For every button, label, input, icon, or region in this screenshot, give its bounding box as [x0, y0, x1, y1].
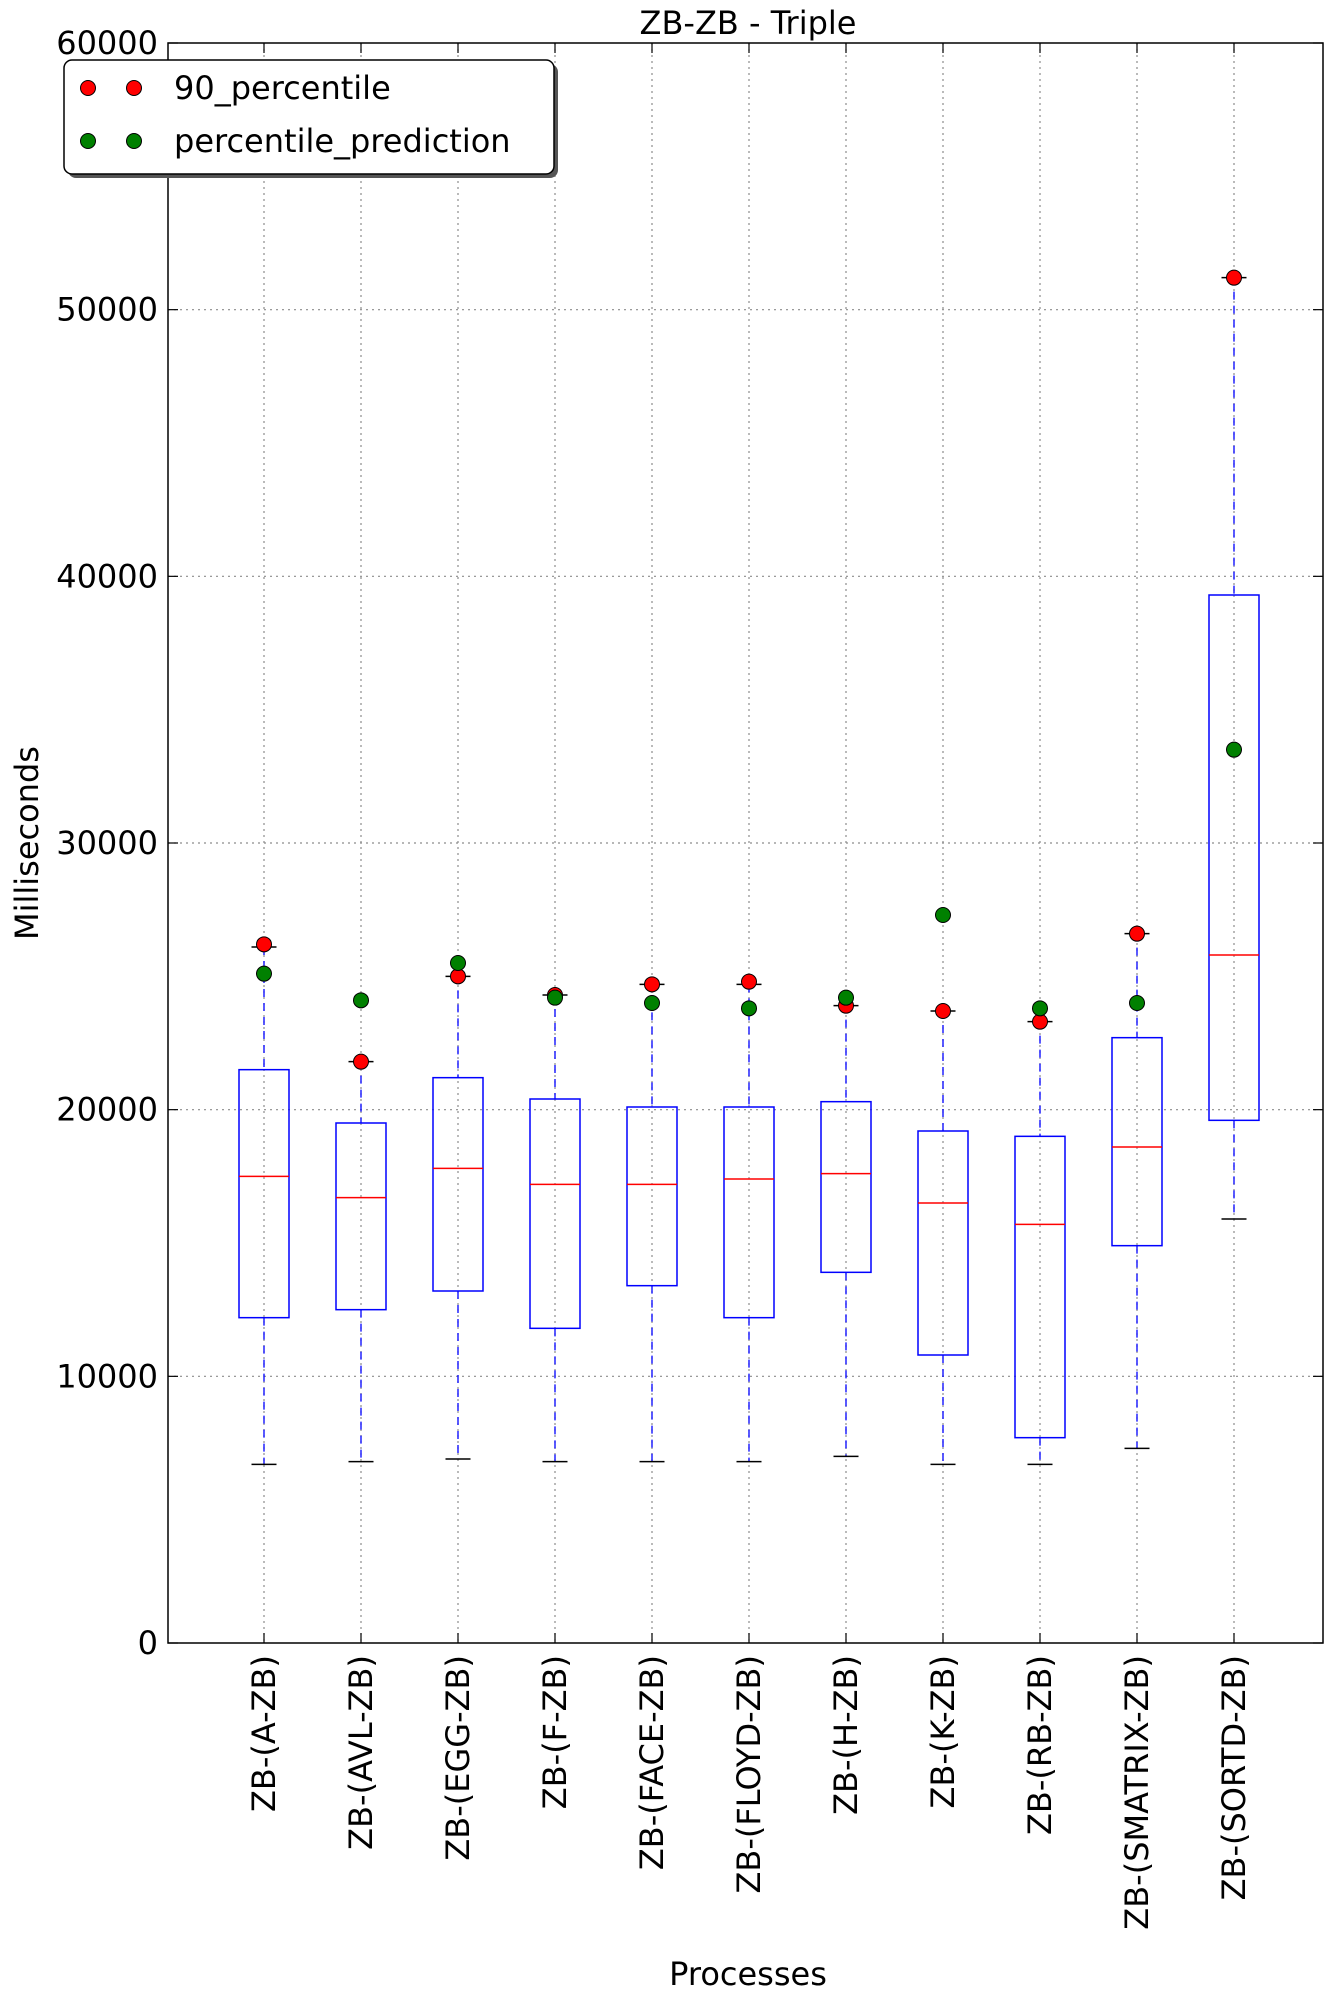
box [238, 1068, 290, 1319]
box-group [1208, 276, 1260, 1220]
y-tick-label: 40000 [56, 557, 158, 595]
box [1208, 594, 1260, 1122]
y-tick-label: 50000 [56, 291, 158, 329]
percentile-prediction-point [741, 1000, 757, 1017]
percentile-prediction-point [644, 995, 660, 1011]
percentile-prediction-point [838, 989, 854, 1006]
percentile-prediction-point [547, 989, 563, 1006]
legend-marker-90-percentile [126, 80, 142, 96]
box [820, 1100, 872, 1274]
percentile-prediction-point [353, 992, 369, 1009]
x-tick-label: ZB-(SORTD-ZB) [1215, 1655, 1253, 1900]
y-tick-label: 0 [138, 1624, 158, 1662]
legend-label-90-percentile: 90_percentile [174, 69, 391, 107]
x-tick-label: ZB-(K-ZB) [924, 1655, 962, 1808]
y-axis-ticks: 0 10000 20000 30000 40000 50000 60000 [56, 24, 1323, 1662]
x-tick-label: ZB-(AVL-ZB) [342, 1655, 380, 1850]
x-tick-label: ZB-(EGG-ZB) [439, 1655, 477, 1861]
box [335, 1122, 387, 1311]
x-axis-ticks: ZB-(A-ZB) ZB-(AVL-ZB) ZB-(EGG-ZB) ZB-(F-ZB)… [245, 43, 1253, 1930]
x-tick-label: ZB-(SMATRIX-ZB) [1118, 1655, 1156, 1930]
legend-label-percentile-prediction: percentile_prediction [174, 122, 511, 160]
legend-box [63, 59, 555, 175]
legend-marker-percentile-prediction [126, 133, 142, 149]
legend: 90_percentile percentile_prediction [63, 59, 558, 178]
box [1111, 1036, 1163, 1247]
x-tick-label: ZB-(RB-ZB) [1021, 1655, 1059, 1835]
box-group [1014, 1020, 1066, 1466]
percentile-prediction-point [256, 965, 272, 982]
x-tick-label: ZB-(FLOYD-ZB) [730, 1655, 768, 1894]
box [529, 1098, 581, 1330]
legend-marker-percentile-prediction [80, 133, 96, 149]
box-group [1111, 932, 1163, 1450]
y-tick-label: 60000 [56, 24, 158, 62]
x-tick-label: ZB-(F-ZB) [536, 1655, 574, 1809]
percentile-prediction-point [1226, 741, 1242, 758]
90-percentile-point [935, 1003, 951, 1019]
percentile-prediction-point [450, 955, 466, 971]
box-group [432, 975, 484, 1460]
y-tick-label: 30000 [56, 824, 158, 862]
y-tick-label: 20000 [56, 1091, 158, 1129]
box-group [917, 1010, 969, 1466]
y-tick-label: 10000 [56, 1357, 158, 1395]
box-group [238, 946, 290, 1466]
90-percentile-point [741, 973, 757, 990]
box-group [529, 994, 581, 1463]
box [432, 1076, 484, 1292]
percentile-prediction-point [1129, 995, 1145, 1011]
y-axis-label: Milliseconds [8, 746, 46, 940]
90-percentile-point [256, 936, 272, 953]
90-percentile-point [1129, 925, 1145, 942]
box [917, 1130, 969, 1356]
plot-area-frame [167, 42, 1324, 1644]
90-percentile-point [1226, 269, 1242, 286]
boxes [238, 276, 1260, 1466]
chart-title: ZB-ZB - Triple [640, 4, 857, 42]
box [1014, 1135, 1066, 1439]
box [723, 1106, 775, 1319]
90-percentile-point [450, 968, 466, 985]
percentile-prediction-point [1032, 1000, 1048, 1017]
box [626, 1106, 678, 1287]
x-tick-label: ZB-(FACE-ZB) [633, 1655, 671, 1870]
90-percentile-point [1032, 1013, 1048, 1030]
90-percentile-point [353, 1053, 369, 1070]
x-tick-label: ZB-(H-ZB) [827, 1655, 865, 1815]
x-axis-label: Processes [669, 1955, 827, 1993]
percentile-prediction-point [935, 907, 951, 923]
90-percentile-point [644, 976, 660, 993]
legend-marker-90-percentile [80, 80, 96, 96]
data-points [256, 269, 1242, 1070]
x-tick-label: ZB-(A-ZB) [245, 1655, 283, 1812]
